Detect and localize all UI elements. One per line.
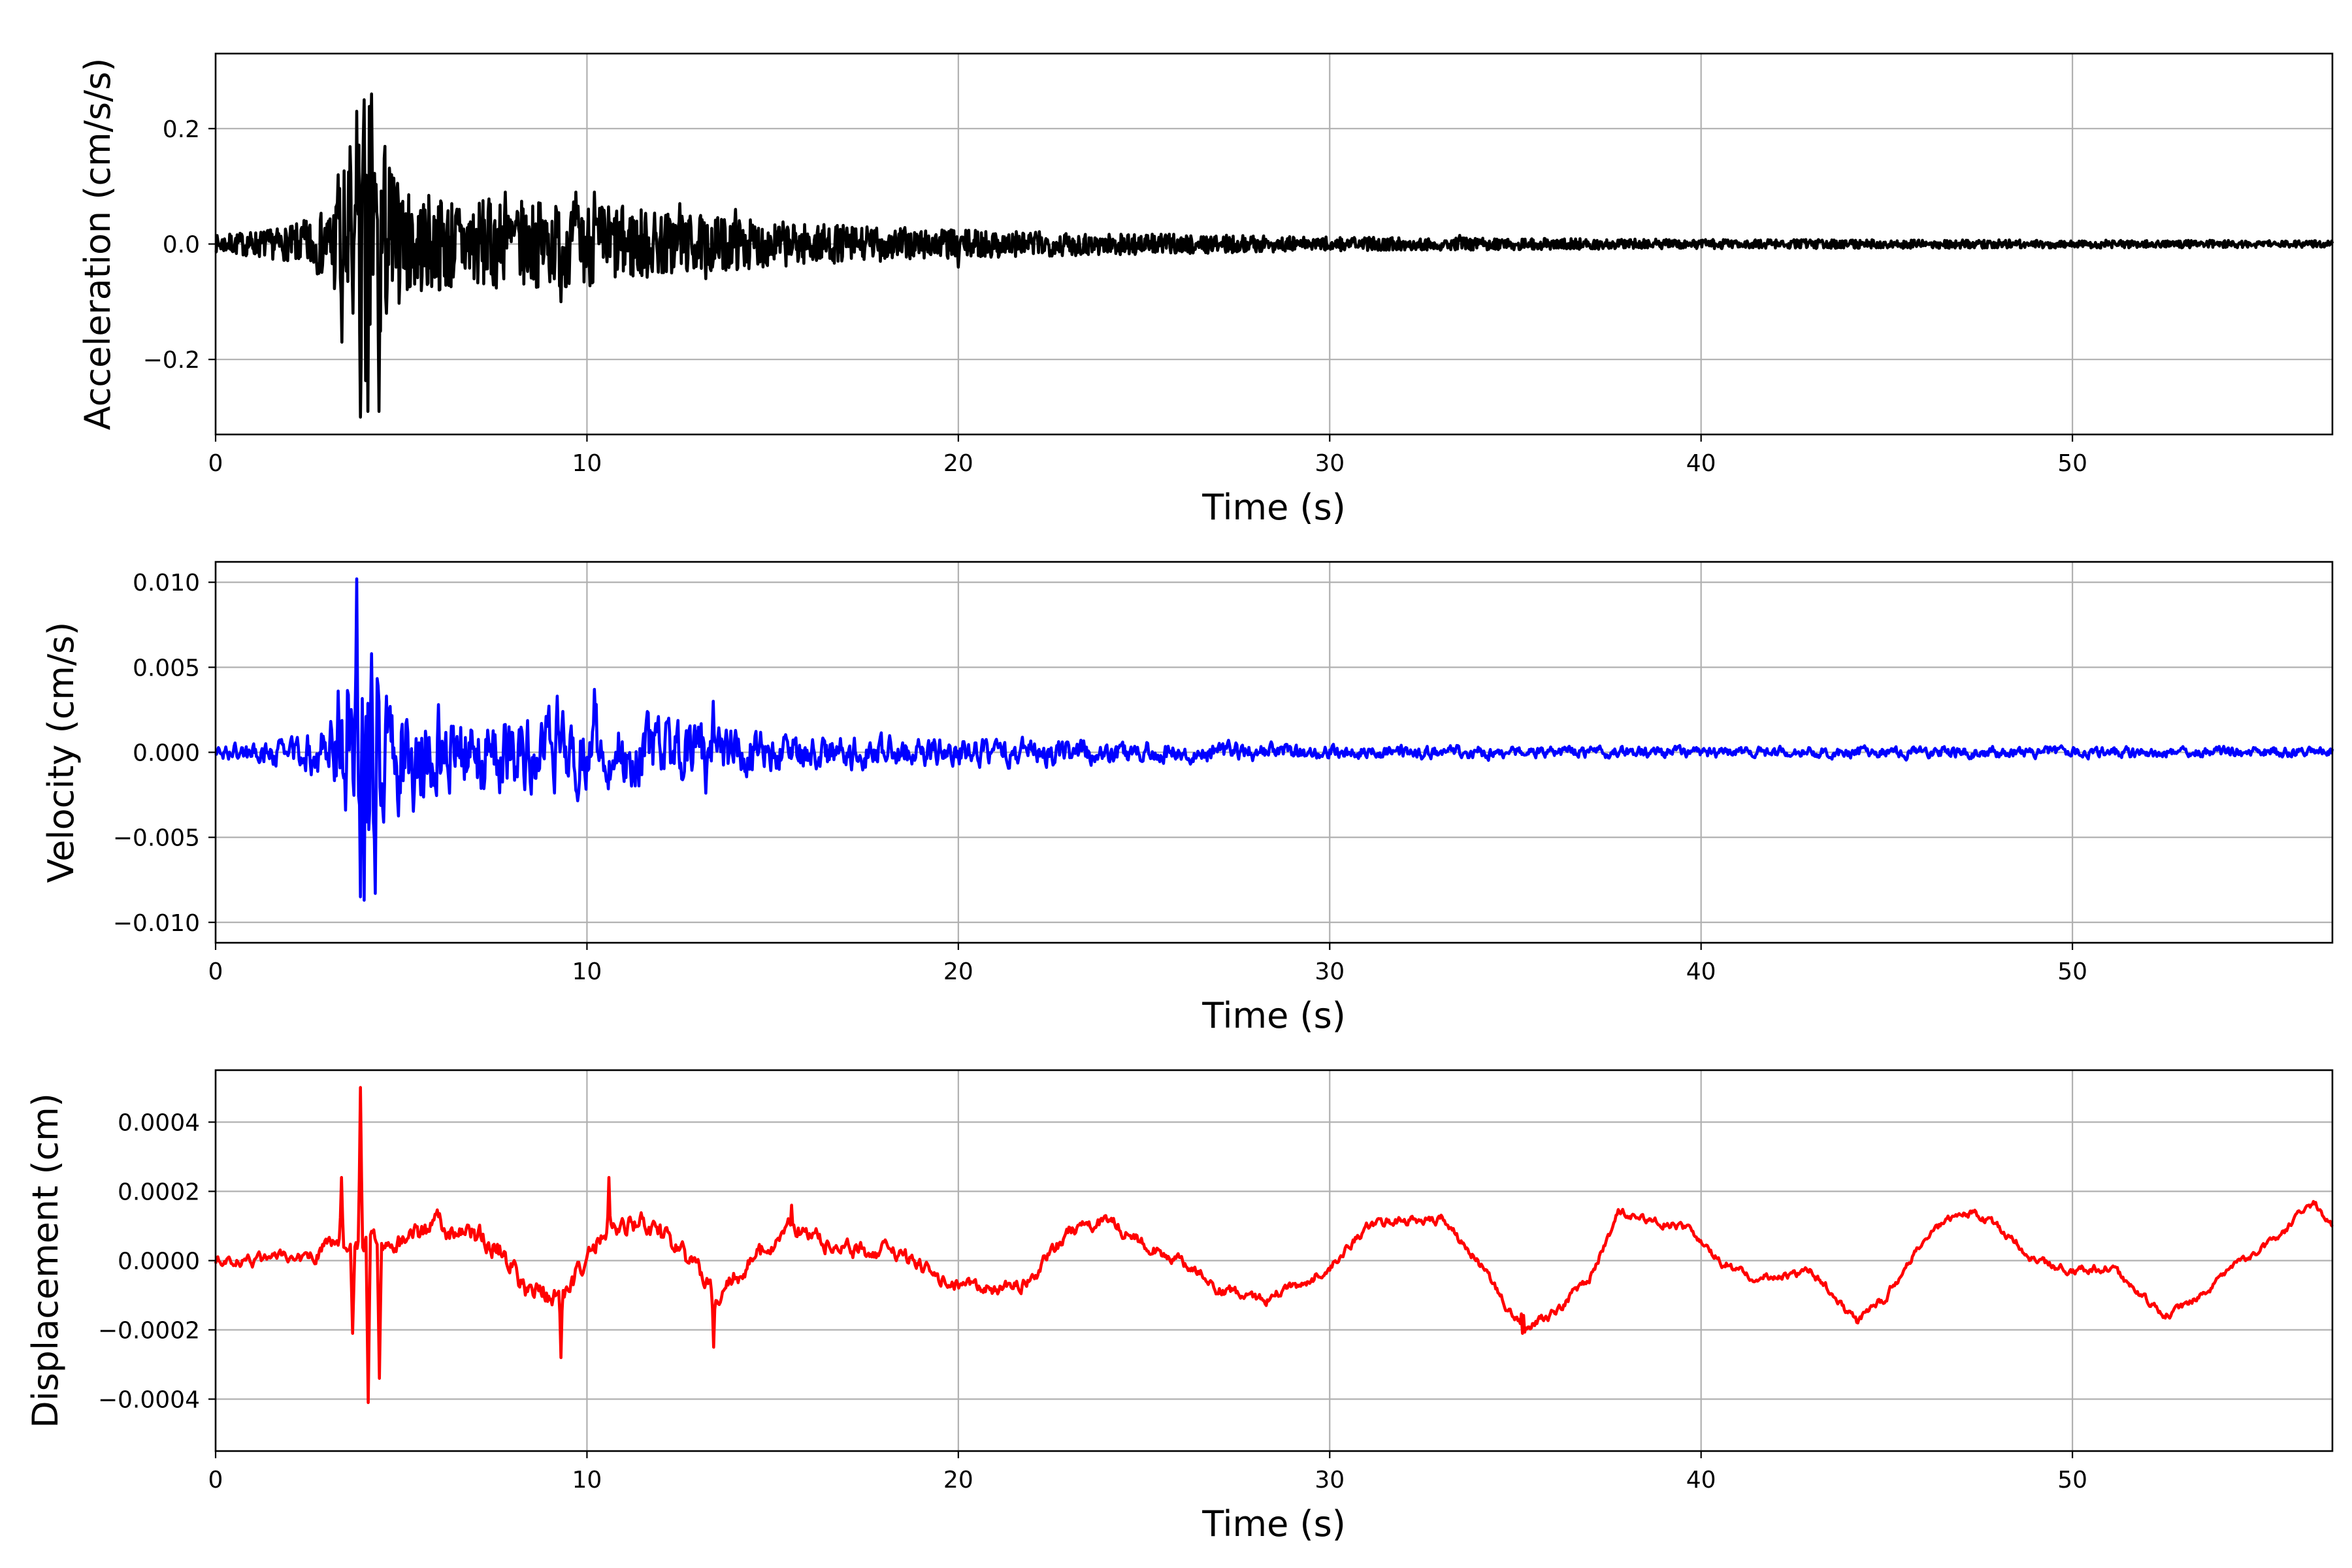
displacement-x-tick-label: 0: [208, 1467, 223, 1494]
velocity-x-tick-label: 50: [2057, 958, 2087, 985]
displacement-y-tick-label: −0.0004: [98, 1387, 200, 1414]
displacement-y-tick-label: 0.0004: [118, 1110, 200, 1137]
displacement-y-tick-label: 0.0002: [118, 1179, 200, 1206]
velocity-panel: 0 10 20 30 40 50 −0.010−0.0050.0000.0050.010 …: [41, 561, 2334, 1036]
acceleration-y-axis-label: Acceleration (cm/s/s): [77, 58, 118, 431]
velocity-y-tick-label: −0.005: [113, 825, 200, 852]
velocity-x-tick-label: 30: [1315, 958, 1345, 985]
velocity-x-ticks: 0 10 20 30 40 50: [208, 943, 2087, 985]
acceleration-x-tick-label: 10: [572, 450, 602, 477]
velocity-y-tick-label: 0.010: [133, 570, 200, 596]
velocity-y-ticks: −0.010 −0.005 0.000 0.005 0.010: [113, 570, 216, 937]
velocity-x-tick-label: 20: [943, 958, 973, 985]
acceleration-x-tick-label: 40: [1686, 450, 1716, 477]
velocity-y-tick-label: 0.005: [133, 655, 200, 681]
displacement-x-tick-label: 40: [1686, 1467, 1716, 1494]
velocity-y-tick-label: 0.000: [133, 740, 200, 767]
acceleration-x-tick-label: 0: [208, 450, 223, 477]
velocity-x-axis-label: Time (s): [1201, 995, 1346, 1036]
acceleration-x-axis-label: Time (s): [1201, 487, 1346, 528]
acceleration-x-tick-label: 30: [1315, 450, 1345, 477]
displacement-x-tick-label: 50: [2057, 1467, 2087, 1494]
acceleration-x-tick-label: 20: [943, 450, 973, 477]
velocity-x-tick-label: 40: [1686, 958, 1716, 985]
displacement-x-tick-label: 20: [943, 1467, 973, 1494]
velocity-x-tick-label: 0: [208, 958, 223, 985]
velocity-y-axis-label: Velocity (cm/s): [41, 622, 82, 883]
displacement-x-tick-label: 30: [1315, 1467, 1345, 1494]
acceleration-y-tick-label: 0.2: [163, 116, 200, 143]
displacement-y-tick-label: −0.0002: [98, 1318, 200, 1345]
velocity-y-tick-label: −0.010: [113, 910, 200, 937]
acceleration-y-tick-label: 0.0: [163, 232, 200, 259]
acceleration-series-line: [214, 92, 2334, 419]
velocity-x-tick-label: 10: [572, 958, 602, 985]
acceleration-x-ticks: 0 10 20 30 40 50: [208, 434, 2087, 477]
displacement-series: [214, 1086, 2334, 1405]
displacement-y-axis-label: Displacement (cm): [25, 1093, 66, 1428]
displacement-x-tick-label: 10: [572, 1467, 602, 1494]
displacement-series-line: [214, 1086, 2334, 1405]
acceleration-y-ticks: −0.2 0.0 0.2: [143, 116, 216, 374]
displacement-y-ticks: −0.0004 −0.0002 0.0000 0.0002 0.0004: [98, 1110, 216, 1414]
displacement-x-ticks: 0 10 20 30 40 50: [208, 1451, 2087, 1494]
acceleration-y-tick-label: −0.2: [143, 347, 200, 374]
velocity-series: [214, 577, 2334, 902]
displacement-panel: 0 10 20 30 40 50 −0.0004 −0.0002 0.0000 0.0002 0.…: [25, 1069, 2334, 1544]
displacement-grid: [214, 1070, 2332, 1451]
displacement-y-tick-label: 0.0000: [118, 1249, 200, 1275]
displacement-x-axis-label: Time (s): [1201, 1503, 1346, 1544]
acceleration-series: [214, 92, 2334, 419]
velocity-series-line: [214, 577, 2334, 902]
acceleration-x-tick-label: 50: [2057, 450, 2087, 477]
acceleration-panel: 0 10 20 30 40 50 −0.2 0.0 0.2 Time (s) Accelera…: [77, 52, 2334, 528]
